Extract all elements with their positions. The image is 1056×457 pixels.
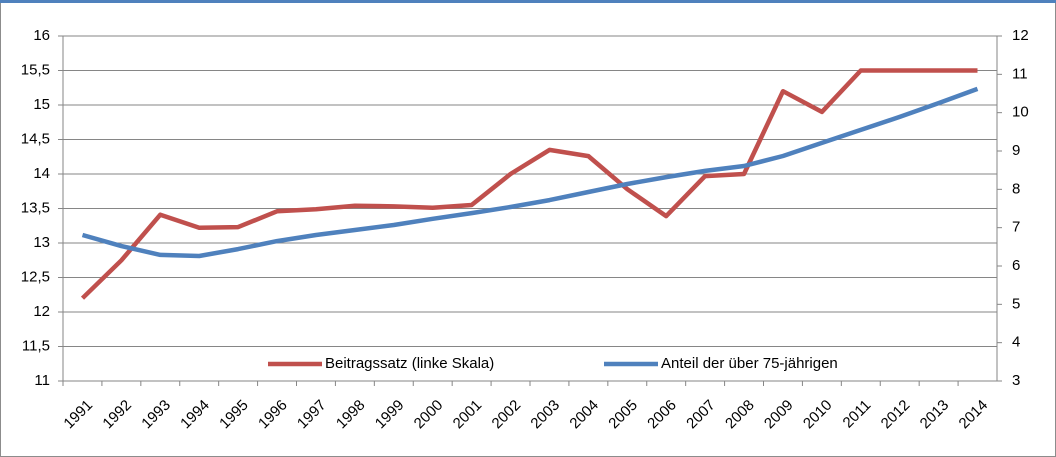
y2-tick-label: 7 <box>1012 219 1020 236</box>
y-tick-label: 16 <box>33 27 50 44</box>
y2-tick-label: 8 <box>1012 180 1020 197</box>
y-tick-label: 12,5 <box>21 268 50 285</box>
y2-tick-label: 3 <box>1012 372 1020 389</box>
y-tick-label: 11 <box>34 372 50 389</box>
y2-tick-label: 4 <box>1012 334 1020 351</box>
y2-tick-label: 6 <box>1012 257 1020 274</box>
y-tick-label: 11,5 <box>22 337 50 354</box>
y-tick-label: 14 <box>33 165 50 182</box>
y2-tick-label: 10 <box>1012 104 1029 121</box>
y2-tick-label: 5 <box>1012 295 1020 312</box>
y-tick-label: 12 <box>33 303 50 320</box>
y-tick-label: 13 <box>33 234 50 251</box>
y-tick-label: 15,5 <box>21 61 50 78</box>
y-tick-label: 14,5 <box>21 130 50 147</box>
legend-label: Anteil der über 75-jährigen <box>661 355 838 372</box>
series-line <box>81 86 979 259</box>
y2-tick-label: 12 <box>1012 27 1029 44</box>
y-tick-label: 13,5 <box>21 199 50 216</box>
y2-tick-label: 11 <box>1012 65 1028 82</box>
y2-tick-label: 9 <box>1012 142 1020 159</box>
legend-label: Beitragssatz (linke Skala) <box>325 355 494 372</box>
y-tick-label: 15 <box>33 96 50 113</box>
series-line <box>80 68 978 300</box>
